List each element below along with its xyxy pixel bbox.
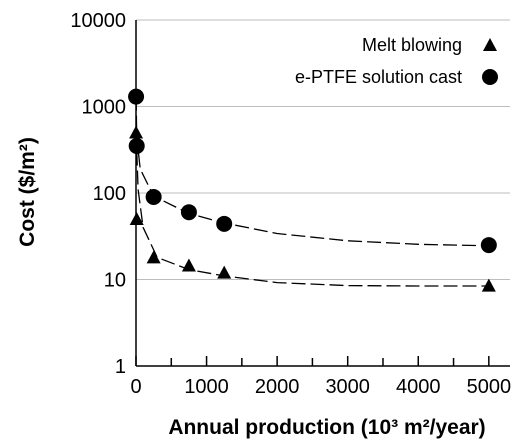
- legend-label: Melt blowing: [362, 35, 462, 55]
- circle-marker: [216, 215, 233, 232]
- circle-marker: [180, 204, 197, 221]
- grid-lines: [136, 19, 510, 280]
- legend-label: e-PTFE solution cast: [295, 67, 462, 87]
- x-tick-label: 3000: [325, 376, 370, 398]
- x-tick-label: 2000: [255, 376, 300, 398]
- x-tick-label: 5000: [467, 376, 512, 398]
- y-tick-label: 100: [93, 183, 126, 205]
- trend-line-1: [135, 96, 489, 247]
- circle-marker: [480, 237, 497, 254]
- triangle-marker: [129, 125, 144, 139]
- axes: [135, 20, 510, 367]
- y-tick-labels: 1 10 100 1000 10000: [70, 10, 126, 378]
- y-tick-label: 1000: [82, 97, 127, 119]
- y-axis-title: Cost ($/m²): [16, 137, 39, 247]
- trend-lines: [135, 96, 489, 287]
- circle-marker: [145, 188, 162, 205]
- data-markers: [128, 88, 497, 292]
- triangle-marker: [217, 265, 232, 279]
- circle-marker: [128, 88, 145, 105]
- legend: Melt blowing e-PTFE solution cast: [295, 35, 498, 87]
- triangle-marker: [146, 250, 161, 264]
- x-axis-title: Annual production (10³ m²/year): [168, 416, 485, 439]
- y-tick-label: 1: [115, 356, 126, 378]
- x-tick-label: 0: [130, 376, 141, 398]
- x-tick-labels: 0 1000 2000 3000 4000 5000: [130, 376, 511, 398]
- x-tick-label: 4000: [396, 376, 441, 398]
- triangle-marker: [129, 212, 144, 226]
- x-tick-label: 1000: [184, 376, 229, 398]
- trend-line-0: [135, 132, 489, 287]
- legend-triangle-marker: [483, 38, 497, 51]
- triangle-marker: [481, 278, 496, 292]
- circle-marker: [128, 137, 145, 154]
- legend-circle-marker: [482, 69, 498, 85]
- y-tick-label: 10: [104, 270, 126, 292]
- y-tick-label: 10000: [70, 10, 126, 32]
- triangle-marker: [181, 258, 196, 272]
